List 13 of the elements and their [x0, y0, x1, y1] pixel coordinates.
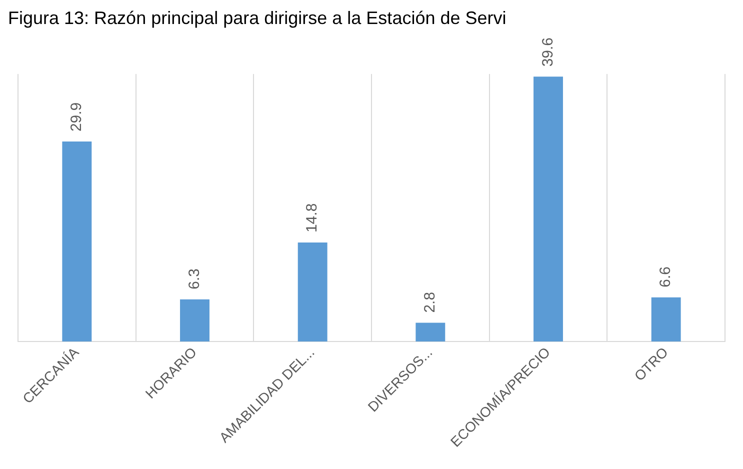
bar: [416, 322, 446, 342]
bar: [298, 242, 328, 342]
data-label: 6.6: [657, 266, 674, 288]
data-label: 29.9: [68, 102, 86, 132]
data-label: 2.8: [422, 292, 439, 313]
data-label: 6.3: [186, 268, 203, 290]
data-label: 14.8: [304, 203, 321, 233]
bar: [62, 142, 92, 342]
chart-title: Figura 13: Razón principal para dirigirse a la Estación de Servi: [8, 8, 508, 29]
data-label: 39.6: [539, 37, 556, 67]
bar: [534, 76, 563, 342]
bar: [651, 297, 681, 342]
bar: [180, 299, 210, 342]
